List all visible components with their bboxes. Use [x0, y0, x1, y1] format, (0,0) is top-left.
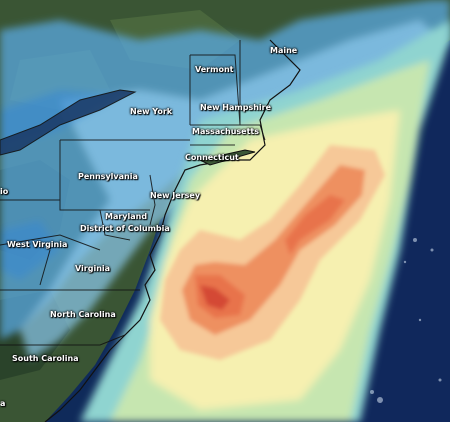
label-new-hampshire: New Hampshire	[200, 103, 272, 112]
label-district-of-columbia: District of Columbia	[80, 224, 170, 233]
label-virginia: Virginia	[75, 264, 111, 273]
precip-storm-core	[160, 145, 385, 360]
label-north-carolina: North Carolina	[50, 310, 116, 319]
label-edge-a: a	[0, 399, 6, 408]
coastline	[44, 39, 301, 422]
label-massachusetts: Massachusetts	[192, 127, 260, 136]
label-pennsylvania: Pennsylvania	[78, 172, 138, 181]
label-south-carolina: South Carolina	[12, 354, 79, 363]
cloud-specks	[370, 238, 442, 403]
label-new-jersey: New Jersey	[150, 191, 201, 200]
satellite-swath-edge	[350, 40, 450, 422]
label-maine: Maine	[270, 46, 298, 55]
label-edge-io: io	[0, 187, 9, 196]
label-maryland: Maryland	[105, 212, 148, 221]
long-island	[198, 149, 256, 166]
great-lakes	[0, 89, 137, 156]
label-new-york: New York	[130, 107, 173, 116]
label-connecticut: Connecticut	[185, 153, 239, 162]
state-borders	[0, 40, 266, 346]
label-vermont: Vermont	[195, 65, 234, 74]
label-west-virginia: West Virginia	[7, 240, 68, 249]
